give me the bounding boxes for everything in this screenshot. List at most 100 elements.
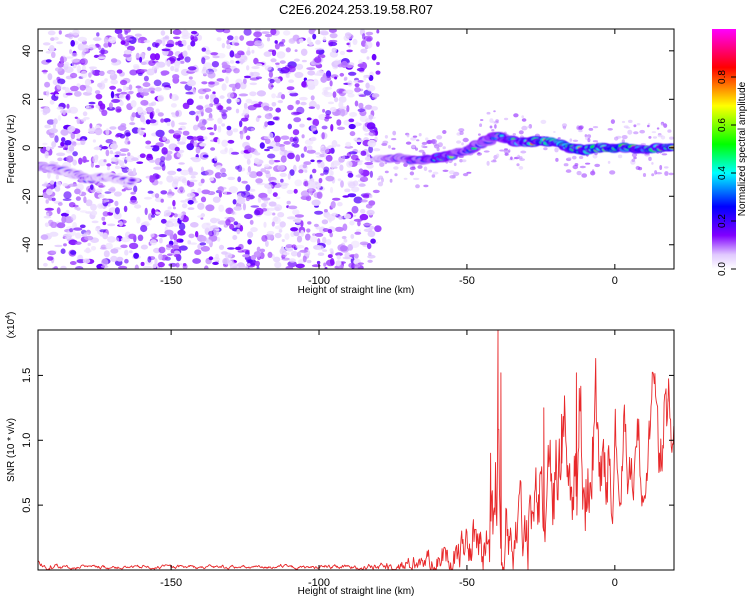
- noise-blob: [272, 160, 281, 163]
- noise-blob: [46, 256, 54, 261]
- noise-blob: [136, 106, 143, 114]
- noise-blob: [354, 100, 359, 107]
- noise-blob: [94, 127, 103, 136]
- noise-blob: [255, 63, 263, 66]
- noise-blob: [205, 94, 210, 100]
- noise-blob: [182, 102, 190, 110]
- noise-blob: [329, 80, 333, 87]
- noise-blob: [125, 95, 129, 100]
- noise-blob: [306, 67, 316, 71]
- noise-blob: [44, 207, 54, 211]
- noise-blob: [274, 40, 278, 44]
- colorbar-tick-label: 0.6: [717, 118, 728, 132]
- noise-blob: [217, 186, 224, 194]
- noise-blob: [109, 150, 113, 155]
- noise-blob: [370, 106, 378, 111]
- noise-blob: [124, 29, 131, 33]
- noise-blob: [178, 43, 184, 47]
- noise-blob: [478, 133, 481, 136]
- noise-blob: [60, 212, 69, 217]
- noise-blob: [312, 168, 317, 174]
- noise-blob: [171, 94, 179, 101]
- noise-blob: [212, 55, 220, 59]
- noise-blob: [294, 71, 304, 79]
- noise-blob: [371, 53, 377, 61]
- noise-blob: [347, 193, 357, 198]
- noise-blob: [561, 123, 568, 128]
- noise-blob: [329, 232, 334, 238]
- noise-blob: [521, 115, 524, 119]
- noise-blob: [185, 91, 194, 95]
- noise-blob: [109, 143, 118, 150]
- noise-blob: [108, 36, 117, 44]
- noise-blob: [302, 255, 307, 263]
- noise-blob: [661, 153, 668, 156]
- noise-blob: [268, 82, 274, 90]
- noise-blob: [55, 93, 59, 97]
- noise-blob: [159, 160, 165, 167]
- noise-blob: [437, 142, 443, 148]
- noise-blob: [349, 112, 358, 117]
- noise-blob: [66, 103, 70, 109]
- noise-blob: [242, 203, 246, 211]
- noise-blob: [227, 247, 235, 250]
- noise-blob: [66, 230, 76, 237]
- noise-blob: [164, 229, 174, 236]
- noise-blob: [142, 88, 151, 93]
- noise-blob: [212, 261, 219, 265]
- noise-blob: [294, 214, 304, 218]
- noise-blob: [316, 245, 324, 251]
- noise-blob: [65, 209, 70, 214]
- noise-blob: [320, 147, 330, 154]
- noise-blob: [304, 139, 314, 145]
- noise-blob: [486, 111, 491, 115]
- noise-blob: [308, 29, 315, 35]
- noise-blob: [221, 42, 226, 49]
- noise-blob: [285, 47, 291, 53]
- noise-blob: [174, 62, 180, 70]
- noise-blob: [41, 69, 48, 73]
- noise-blob: [241, 180, 248, 184]
- noise-blob: [201, 81, 208, 85]
- noise-blob: [91, 220, 99, 224]
- noise-blob: [338, 109, 348, 116]
- noise-blob: [227, 139, 235, 144]
- noise-blob: [318, 177, 323, 184]
- noise-blob: [280, 94, 286, 100]
- noise-blob: [442, 146, 446, 150]
- noise-blob: [308, 106, 315, 109]
- noise-blob: [80, 70, 88, 79]
- noise-blob: [274, 135, 281, 143]
- noise-blob: [354, 87, 361, 93]
- noise-blob: [330, 124, 334, 132]
- noise-blob: [285, 244, 293, 249]
- noise-blob: [284, 233, 290, 240]
- noise-blob: [492, 159, 497, 162]
- noise-blob: [277, 100, 283, 104]
- noise-blob: [243, 102, 248, 110]
- noise-blob: [109, 186, 116, 193]
- noise-blob: [358, 183, 366, 187]
- noise-blob: [499, 149, 505, 152]
- noise-blob: [325, 154, 333, 162]
- noise-blob: [290, 111, 301, 116]
- noise-blob: [286, 189, 294, 195]
- noise-blob: [358, 168, 364, 174]
- noise-blob: [162, 87, 171, 91]
- noise-blob: [57, 202, 63, 206]
- colorbar-tick-label: 0.2: [717, 214, 728, 228]
- noise-blob: [280, 66, 290, 74]
- noise-blob: [368, 131, 376, 137]
- noise-blob: [200, 217, 204, 220]
- noise-blob: [339, 72, 345, 77]
- noise-blob: [237, 250, 244, 253]
- noise-blob: [46, 90, 50, 97]
- noise-blob: [359, 176, 369, 182]
- noise-blob: [307, 145, 313, 151]
- noise-blob: [253, 57, 259, 65]
- noise-blob: [159, 181, 163, 185]
- noise-blob: [335, 260, 342, 267]
- noise-blob: [151, 101, 157, 106]
- noise-blob: [287, 152, 295, 160]
- noise-blob: [234, 53, 242, 59]
